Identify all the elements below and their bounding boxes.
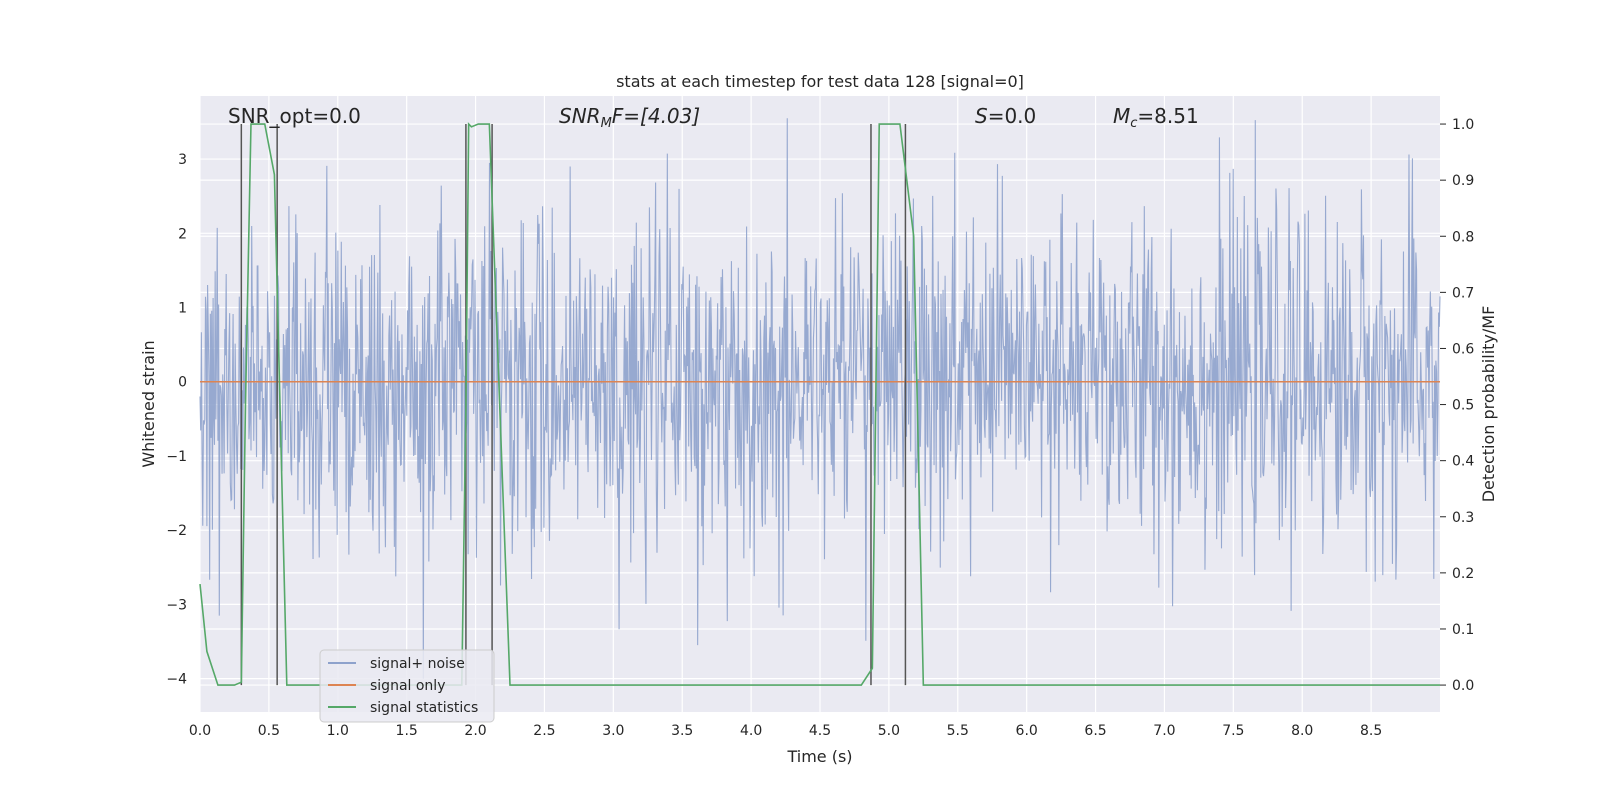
x-tick-label: 8.5 [1360, 723, 1382, 739]
annotation-mc: Mc=8.51 [1113, 104, 1199, 131]
x-tick-label: 5.0 [878, 723, 900, 739]
x-tick-label: 6.0 [1016, 723, 1038, 739]
noise-line [199, 118, 1441, 679]
x-tick-label: 4.0 [740, 723, 762, 739]
annotation-mc-sub: c [1130, 116, 1137, 131]
y2-tick-label: 0.2 [1452, 566, 1474, 582]
annotation-s-rest: =0.0 [988, 104, 1037, 128]
annotation-s-main: S [975, 104, 988, 128]
signal-statistics-line [199, 122, 1440, 686]
annotation-snr-mf-main: SNR [559, 104, 601, 128]
legend-label-signal-statistics: signal statistics [370, 700, 478, 716]
x-tick-label: 2.0 [464, 723, 486, 739]
x-tick-label: 5.5 [947, 723, 969, 739]
x-tick-label: 0.0 [189, 723, 211, 739]
x-tick-label: 1.5 [396, 723, 418, 739]
y2-tick-label: 0.4 [1452, 454, 1474, 470]
y-tick-label: 2 [178, 226, 187, 242]
y-tick-label: 3 [178, 152, 187, 168]
annotation-mc-rest: =8.51 [1137, 104, 1198, 128]
y2-tick-labels: 1.0 0.9 0.8 0.7 0.6 0.5 0.4 0.3 0.2 0.1 0.0 [1440, 117, 1474, 694]
annotation-mc-main: M [1113, 104, 1130, 128]
annotation-s: S=0.0 [975, 104, 1036, 128]
series-signal-statistics [199, 122, 1440, 686]
legend-label-signal-only: signal only [370, 678, 445, 694]
annotation-snr-opt: SNR_opt=0.0 [228, 104, 361, 128]
x-tick-label: 2.5 [533, 723, 555, 739]
x-tick-label: 0.5 [258, 723, 280, 739]
x-tick-labels: 0.0 0.5 1.0 1.5 2.0 2.5 3.0 3.5 4.0 4.5 5.0 5.5 6.0 6… [189, 723, 1382, 739]
x-tick-label: 4.5 [809, 723, 831, 739]
x-tick-label: 8.0 [1291, 723, 1313, 739]
x-tick-label: 6.5 [1084, 723, 1106, 739]
y-axis-label: Whitened strain [139, 340, 158, 467]
legend-box [319, 649, 495, 723]
y2-tick-label: 0.8 [1452, 229, 1474, 245]
y2-tick-label: 1.0 [1452, 117, 1474, 133]
chart-title: stats at each timestep for test data 128… [616, 72, 1024, 91]
y2-tick-label: 0.7 [1452, 285, 1474, 301]
y-tick-label: −1 [166, 449, 187, 465]
x-tick-label: 7.0 [1153, 723, 1175, 739]
y-tick-label: −2 [166, 523, 187, 539]
x-tick-label: 3.0 [602, 723, 624, 739]
y-tick-label: 1 [178, 301, 187, 317]
x-tick-label: 1.0 [327, 723, 349, 739]
y2-tick-label: 0.9 [1452, 173, 1474, 189]
y-tick-label: −4 [166, 672, 187, 688]
legend-label-signal-noise: signal+ noise [370, 656, 465, 672]
x-axis-label: Time (s) [786, 747, 852, 766]
annotation-snr-mf: SNRMF=[4.03] [559, 104, 700, 131]
y2-axis-label: Detection probability/MF [1479, 306, 1498, 503]
annotation-snr-mf-rest: F=[4.03] [612, 104, 700, 128]
series-signal-noise [199, 118, 1441, 679]
x-tick-label: 7.5 [1222, 723, 1244, 739]
y-tick-label: −3 [166, 597, 187, 613]
y-tick-labels: 3 2 1 0 −1 −2 −3 −4 [166, 152, 187, 688]
y2-tick-label: 0.6 [1452, 341, 1474, 357]
y2-tick-label: 0.5 [1452, 398, 1474, 414]
x-tick-label: 3.5 [671, 723, 693, 739]
y2-tick-label: 0.3 [1452, 510, 1474, 526]
y2-tick-label: 0.0 [1452, 678, 1474, 694]
y-tick-label: 0 [178, 375, 187, 391]
y2-tick-label: 0.1 [1452, 622, 1474, 638]
annotation-snr-mf-sub: M [601, 116, 612, 131]
legend: signal+ noise signal only signal statist… [319, 649, 495, 723]
